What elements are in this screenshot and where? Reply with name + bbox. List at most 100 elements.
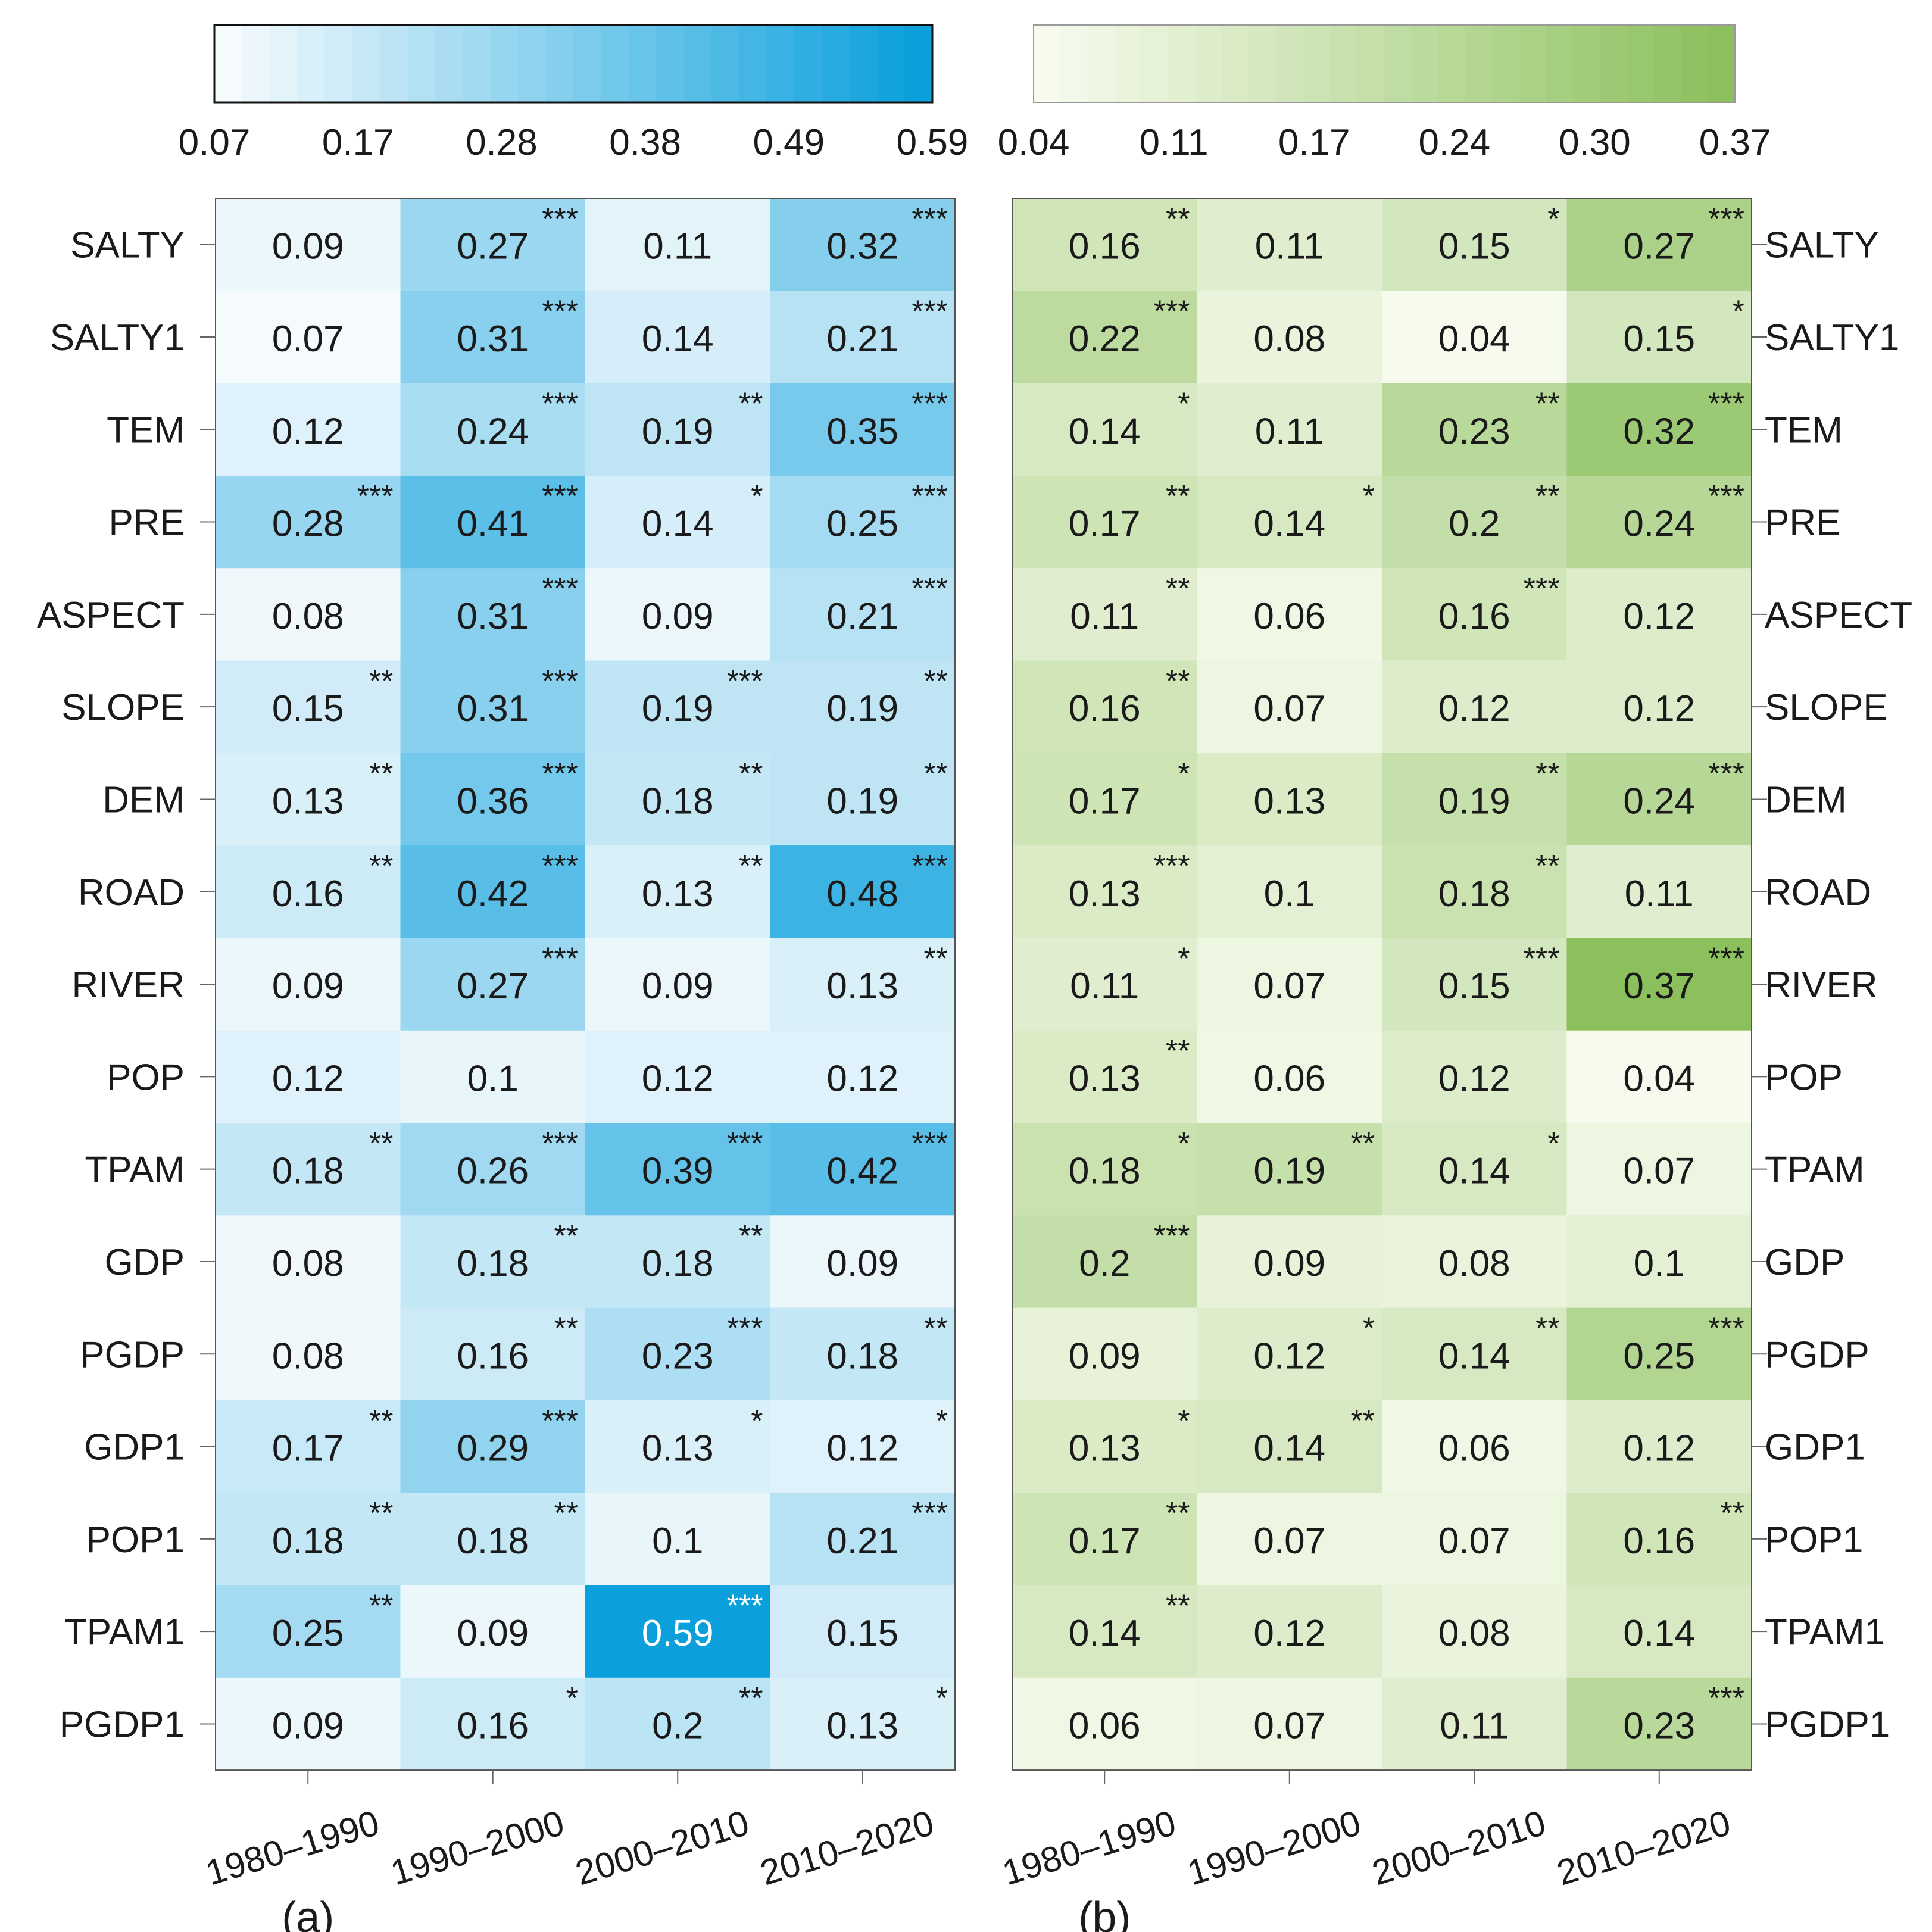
cell-value: 0.14 (642, 504, 714, 545)
heatmap-cell (1012, 1493, 1198, 1586)
row-label: ASPECT (1765, 595, 1912, 636)
significance-marker: *** (727, 1126, 763, 1161)
cell-value: 0.12 (1438, 1058, 1510, 1099)
heatmap-cells: 0.09 0.27***0.11 0.32***0.07 0.31***0.14 0.2… (216, 198, 956, 1771)
cell-value: 0.1 (1634, 1243, 1685, 1284)
column-label: 2010–2020 (756, 1803, 938, 1893)
panel-label: (b) (1078, 1894, 1131, 1932)
significance-marker: *** (912, 294, 948, 329)
cell-value: 0.42 (826, 1151, 898, 1192)
cell-value: 0.09 (272, 226, 344, 267)
heatmap-cell (1197, 1215, 1382, 1309)
cell-value: 0.09 (272, 1705, 344, 1746)
colorbar-step (297, 25, 326, 102)
cell-value: 0.12 (826, 1428, 898, 1469)
cell-value: 0.07 (1253, 966, 1325, 1007)
row-label: PGDP (1765, 1334, 1869, 1375)
heatmap-cell (400, 198, 586, 291)
row-label: ASPECT (37, 595, 185, 636)
cell-value: 0.04 (1438, 319, 1510, 360)
colorbar-frame (213, 24, 934, 104)
colorbar-tick-label: 0.07 (179, 122, 251, 163)
significance-marker: *** (912, 479, 948, 514)
heatmap-cell (1566, 1585, 1752, 1678)
cell-value: 0.32 (1623, 411, 1695, 452)
heatmap-cell (1197, 291, 1382, 384)
heatmap-cell (585, 291, 771, 384)
heatmap-cell (400, 475, 586, 569)
significance-marker: ** (369, 1126, 393, 1161)
cell-value: 0.09 (642, 966, 714, 1007)
significance-marker: ** (1535, 387, 1559, 422)
column-labels: 1980–1990 1990–2000 2000–2010 2010–2020 (998, 1770, 1735, 1893)
cell-value: 0.18 (272, 1521, 344, 1562)
heatmap-cell (1012, 383, 1198, 476)
significance-marker: ** (739, 1219, 763, 1253)
row-label: RIVER (72, 965, 185, 1006)
significance-marker: ** (1166, 1589, 1190, 1624)
colorbar-step (1249, 25, 1277, 102)
colorbar-step (1195, 25, 1223, 102)
significance-marker: ** (924, 757, 948, 791)
cell-value: 0.12 (1253, 1613, 1325, 1654)
heatmap-cell (216, 1307, 401, 1401)
significance-marker: *** (357, 479, 394, 514)
cell-value: 0.16 (1069, 688, 1141, 729)
cell-value: 0.17 (272, 1428, 344, 1469)
column-label: 1990–2000 (1182, 1803, 1365, 1893)
panel-a: 0.07 0.17 0.28 0.38 0.49 0.590.09 0.27***0.11 0… (37, 24, 968, 1932)
colorbar-step (1519, 25, 1547, 102)
heatmap-cell (400, 845, 586, 938)
colorbar-tick-label: 0.37 (1699, 122, 1771, 163)
heatmap-cell (1382, 1307, 1568, 1401)
cell-value: 0.16 (272, 873, 344, 914)
colorbar-step (435, 25, 464, 102)
significance-marker: *** (1154, 294, 1190, 329)
significance-marker: *** (542, 941, 578, 976)
heatmap-cell (1566, 1307, 1752, 1401)
cell-value: 0.14 (1069, 1613, 1141, 1654)
heatmap-cell (770, 845, 956, 938)
heatmap-cell (400, 291, 586, 384)
significance-marker: *** (912, 572, 948, 606)
colorbar-step (1276, 25, 1304, 102)
cell-value: 0.19 (1253, 1151, 1325, 1192)
cell-value: 0.08 (1253, 319, 1325, 360)
heatmap-cell (216, 475, 401, 569)
cell-value: 0.1 (1264, 873, 1315, 914)
cell-value: 0.32 (826, 226, 898, 267)
heatmap-cell (1197, 475, 1382, 569)
cell-value: 0.31 (457, 688, 529, 729)
heatmap-cell (1566, 1030, 1752, 1123)
heatmap-cell (1012, 845, 1198, 938)
colorbar-tick-label: 0.17 (1278, 122, 1350, 163)
cell-value: 0.15 (1438, 226, 1510, 267)
panel-b: 0.04 0.11 0.17 0.24 0.30 0.370.16**0.11 0.15*0… (998, 24, 1912, 1932)
heatmap-cell (400, 1493, 586, 1586)
heatmap-cell (1012, 1585, 1198, 1678)
heatmap-cell (1012, 1400, 1198, 1493)
heatmap-cell (1566, 753, 1752, 846)
cell-value: 0.16 (1438, 596, 1510, 637)
row-label: PGDP (80, 1334, 185, 1375)
heatmap-cell (770, 1030, 956, 1123)
significance-marker: ** (554, 1496, 578, 1531)
heatmap-cell (1382, 753, 1568, 846)
heatmap-cell (1566, 1400, 1752, 1493)
heatmap-cell (1197, 1677, 1382, 1771)
heatmap-cell (1566, 1677, 1752, 1771)
heatmap-cell (216, 1030, 401, 1123)
heatmap-cell (1012, 475, 1198, 569)
colorbar-step (1438, 25, 1466, 102)
heatmap-cell (1382, 660, 1568, 754)
heatmap-cell (1566, 1123, 1752, 1216)
heatmap-cell (1382, 1400, 1568, 1493)
heatmap-cell (770, 660, 956, 754)
heatmap-cell (770, 1677, 956, 1771)
cell-value: 0.08 (272, 1335, 344, 1377)
cell-value: 0.26 (457, 1151, 529, 1192)
heatmap-cell (770, 938, 956, 1031)
cell-value: 0.19 (826, 688, 898, 729)
cell-value: 0.41 (457, 504, 529, 545)
significance-marker: ** (1166, 1496, 1190, 1531)
